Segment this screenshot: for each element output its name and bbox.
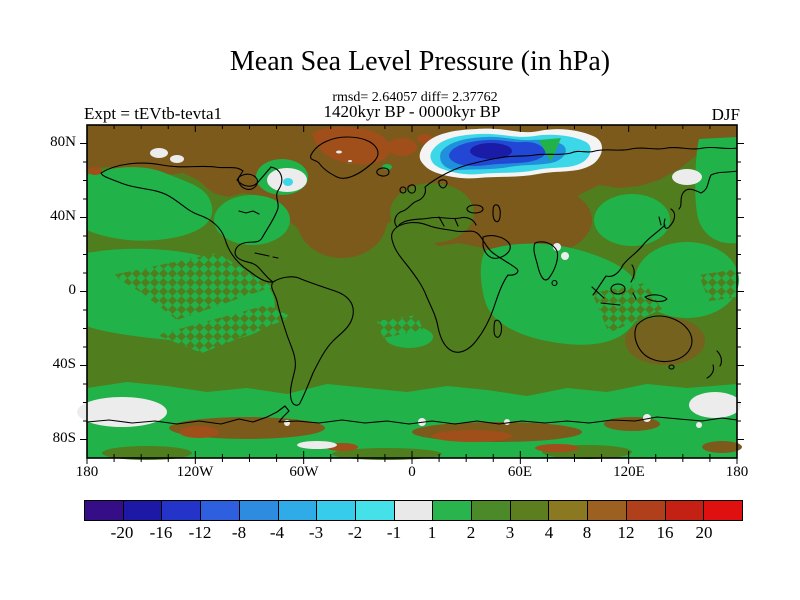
colorbar-cell bbox=[316, 501, 355, 520]
xtick-0: 0 bbox=[408, 464, 416, 480]
colorbar bbox=[84, 500, 743, 521]
cblabel-14: 16 bbox=[656, 523, 674, 542]
fill-australia bbox=[625, 317, 705, 365]
fill-white-patches bbox=[77, 148, 741, 449]
colorbar-cell bbox=[393, 501, 433, 520]
xtick-180E: 180 bbox=[725, 464, 749, 480]
fill-antarctic-rust bbox=[179, 426, 579, 452]
fill-rust-patches bbox=[88, 126, 433, 175]
xtick-120W: 120W bbox=[176, 464, 214, 480]
colorbar-cell bbox=[354, 501, 394, 520]
map-frame bbox=[86, 124, 738, 459]
cblabel-7: -1 bbox=[386, 523, 402, 542]
experiment-label: Expt = tEVtb-tevta1 bbox=[84, 104, 223, 123]
map-plot bbox=[77, 124, 744, 464]
chart-title: Mean Sea Level Pressure (in hPa) bbox=[229, 46, 611, 77]
stats-line: rmsd= 2.64057 diff= 2.37762 bbox=[332, 90, 498, 105]
ytick-40S: 40S bbox=[52, 356, 76, 372]
ytick-80N: 80N bbox=[50, 134, 76, 150]
colorbar-cell bbox=[625, 501, 665, 520]
fill-hatched-zones bbox=[112, 253, 737, 353]
cblabel-1: -16 bbox=[149, 523, 173, 542]
cblabel-3: -8 bbox=[231, 523, 247, 542]
colorbar-cell bbox=[548, 501, 588, 520]
colorbar-cell bbox=[432, 501, 472, 520]
colorbar-cell bbox=[200, 501, 239, 520]
cblabel-10: 3 bbox=[505, 523, 515, 542]
cblabel-5: -3 bbox=[308, 523, 324, 542]
colorbar-cell bbox=[509, 501, 549, 520]
ytick-0: 0 bbox=[68, 282, 77, 298]
colorbar-cell bbox=[587, 501, 626, 520]
xtick-60W: 60W bbox=[289, 464, 319, 480]
cblabel-11: 4 bbox=[544, 523, 554, 542]
cblabel-2: -12 bbox=[188, 523, 212, 542]
cblabel-12: 8 bbox=[582, 523, 592, 542]
xtick-120E: 120E bbox=[613, 464, 645, 480]
colorbar-cell bbox=[471, 501, 510, 520]
period-line: 1420kyr BP - 0000kyr BP bbox=[323, 102, 501, 121]
colorbar-cell bbox=[703, 501, 742, 520]
ytick-40N: 40N bbox=[50, 208, 76, 224]
cblabel-4: -4 bbox=[269, 523, 285, 542]
coastlines bbox=[86, 136, 738, 425]
xtick-60E: 60E bbox=[507, 464, 533, 480]
cblabel-8: 1 bbox=[427, 523, 437, 542]
cblabel-13: 12 bbox=[617, 523, 635, 542]
cblabel-0: -20 bbox=[110, 523, 134, 542]
season-label: DJF bbox=[711, 105, 740, 124]
ytick-80S: 80S bbox=[52, 430, 76, 446]
colorbar-cell bbox=[664, 501, 704, 520]
colorbar-cell bbox=[85, 501, 123, 520]
colorbar-cell bbox=[238, 501, 278, 520]
colorbar-cell bbox=[122, 501, 162, 520]
fill-hudson-cyan-dot bbox=[283, 178, 293, 186]
cblabel-6: -2 bbox=[347, 523, 363, 542]
colorbar-cell bbox=[161, 501, 201, 520]
fill-europe-olive bbox=[390, 183, 474, 243]
xtick-180W: 180 bbox=[75, 464, 99, 480]
cblabel-15: 20 bbox=[695, 523, 713, 542]
cblabel-9: 2 bbox=[466, 523, 476, 542]
colorbar-cell bbox=[277, 501, 317, 520]
